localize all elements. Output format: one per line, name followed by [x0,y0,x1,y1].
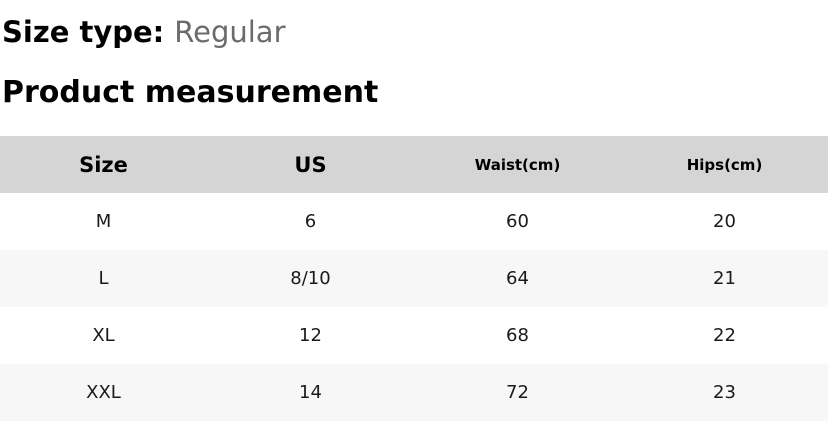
table-row: XL 12 68 22 [0,307,828,364]
size-type-line: Size type: Regular [2,14,828,50]
cell-us: 6 [304,211,317,232]
measurement-table: Size US Waist(cm) Hips(cm) M 6 60 20 L 8… [0,136,828,421]
cell-size: L [98,268,109,289]
cell-size: XXL [86,382,121,403]
cell-waist: 60 [506,211,529,232]
cell-hips: 22 [713,325,736,346]
cell-waist: 72 [506,382,529,403]
table-row: L 8/10 64 21 [0,250,828,307]
column-header-us: US [294,152,327,177]
column-header-hips: Hips(cm) [686,155,763,174]
cell-size: M [95,211,112,232]
cell-hips: 23 [713,382,736,403]
table-header-row: Size US Waist(cm) Hips(cm) [0,136,828,193]
cell-us: 12 [299,325,322,346]
cell-waist: 64 [506,268,529,289]
cell-hips: 21 [713,268,736,289]
cell-us: 8/10 [290,268,331,289]
product-measurement-title: Product measurement [2,75,379,110]
size-type-label: Size type: [2,15,165,49]
column-header-size: Size [79,152,128,177]
cell-size: XL [92,325,115,346]
table-row: M 6 60 20 [0,193,828,250]
cell-hips: 20 [713,211,736,232]
table-row: XXL 14 72 23 [0,364,828,421]
size-type-value: Regular [174,15,286,49]
column-header-waist: Waist(cm) [474,155,561,174]
cell-us: 14 [299,382,322,403]
cell-waist: 68 [506,325,529,346]
